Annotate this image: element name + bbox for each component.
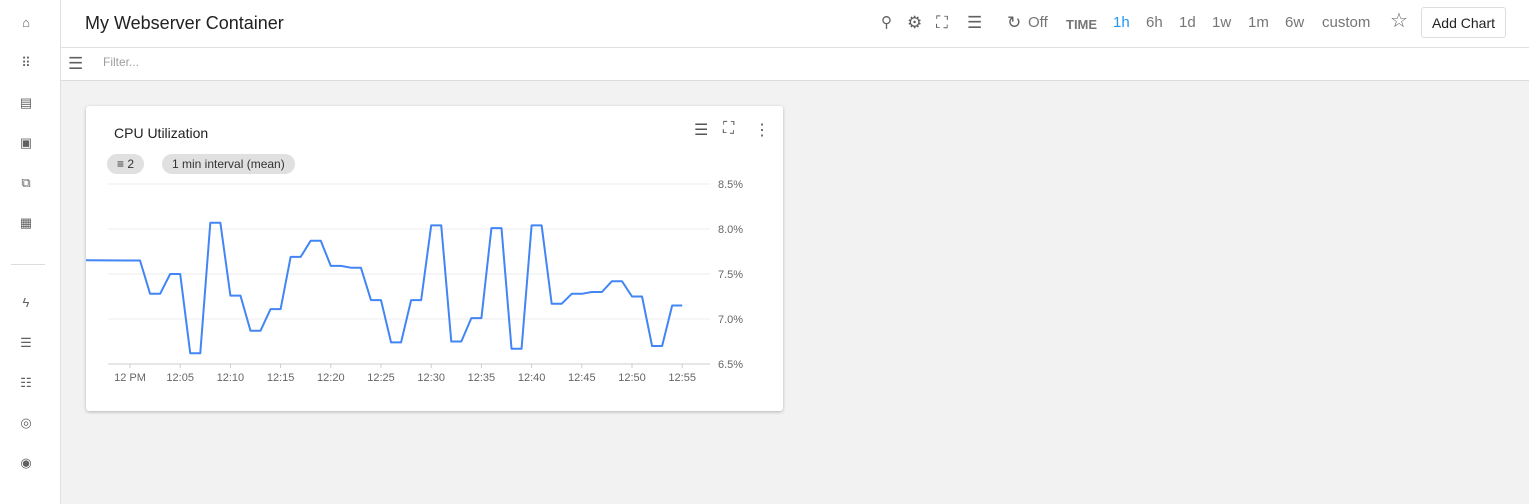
x-tick-label: 12:10	[217, 372, 245, 384]
refresh-toggle[interactable]: Off	[1028, 14, 1048, 31]
apps-grid-icon[interactable]: ⠿	[21, 55, 31, 70]
range-6w[interactable]: 6w	[1285, 14, 1305, 31]
filter-count: 2	[127, 157, 135, 171]
settings-circle-icon[interactable]: ◎	[20, 415, 32, 430]
home-icon[interactable]: ⌂	[22, 15, 30, 30]
legend-list-icon[interactable]: ☰	[694, 122, 709, 139]
interval-chip[interactable]: 1 min interval (mean)	[162, 154, 295, 174]
range-1m[interactable]: 1m	[1248, 14, 1269, 31]
x-tick-label: 12:50	[618, 372, 646, 384]
y-tick-label: 8.0%	[718, 224, 743, 236]
more-vert-icon[interactable]: ⋮	[754, 122, 770, 139]
cpu-chart: 8.5% 8.0% 7.5% 7.0% 6.5% 12 PM 12:05 12:10 12:15…	[86, 179, 743, 384]
chart-card: CPU Utilization ☰ ⛶ ⋮ ≡ 2 1 min interval…	[86, 106, 783, 411]
filter-icon: ☰	[68, 54, 84, 73]
range-6h[interactable]: 6h	[1146, 14, 1163, 31]
sidebar: ⌂ ⠿ ▤ ▣ ⧉ ▦ ϟ ☰ ☷ ◎ ◉	[0, 0, 61, 504]
list-bars-icon[interactable]: ☰	[20, 335, 32, 350]
x-tick-label: 12:30	[417, 372, 445, 384]
star-icon[interactable]: ☆	[1390, 10, 1408, 32]
filter-bar: ☰	[61, 48, 1529, 81]
range-1d[interactable]: 1d	[1179, 14, 1196, 31]
fullscreen-icon[interactable]: ⛶	[936, 13, 948, 32]
y-tick-label: 8.5%	[718, 179, 743, 191]
x-tick-label: 12:05	[166, 372, 194, 384]
fullscreen-icon[interactable]: ⛶	[723, 120, 735, 137]
x-tick-label: 12:15	[267, 372, 295, 384]
x-tick-label: 12:40	[518, 372, 546, 384]
range-1h[interactable]: 1h	[1113, 14, 1130, 31]
message-icon[interactable]: ▤	[19, 95, 33, 110]
x-tick-label: 12:20	[317, 372, 345, 384]
sidebar-divider	[11, 264, 45, 265]
filter-icon: ≡	[117, 157, 128, 171]
y-tick-label: 7.0%	[718, 314, 743, 326]
time-label: TIME	[1066, 17, 1098, 32]
x-tick-label: 12:35	[468, 372, 496, 384]
gear-icon[interactable]: ⚙	[907, 13, 923, 32]
refresh-icon[interactable]: ↻	[1007, 13, 1022, 32]
header: My Webserver Container ⚲ ⚙ ⛶ ☰ ↻ Off TIM…	[61, 0, 1529, 48]
range-custom[interactable]: custom	[1322, 14, 1371, 31]
x-tick-label: 12:25	[367, 372, 395, 384]
copy-icon[interactable]: ⧉	[21, 175, 31, 190]
add-chart-button[interactable]: Add Chart	[1421, 7, 1506, 38]
x-tick-label: 12 PM	[114, 372, 146, 384]
y-tick-label: 7.5%	[718, 269, 743, 281]
page-title: My Webserver Container	[85, 13, 284, 33]
x-tick-label: 12:45	[568, 372, 596, 384]
tree-list-icon[interactable]: ☷	[20, 375, 32, 390]
monitor-icon[interactable]: ▣	[19, 135, 33, 150]
chart-title: CPU Utilization	[114, 125, 209, 141]
target-icon[interactable]: ◉	[20, 455, 32, 470]
filter-count-chip[interactable]: ≡ 2	[107, 154, 145, 174]
search-icon[interactable]: ⚲	[881, 14, 892, 31]
y-tick-label: 6.5%	[718, 359, 743, 371]
dashboard-icon[interactable]: ▦	[19, 215, 33, 230]
filter-icon[interactable]: ☰	[967, 13, 983, 32]
range-1w[interactable]: 1w	[1212, 14, 1232, 31]
filter-input[interactable]	[103, 55, 503, 69]
flash-icon[interactable]: ϟ	[22, 295, 30, 310]
x-tick-label: 12:55	[668, 372, 696, 384]
cpu-utilization-line	[86, 221, 683, 355]
